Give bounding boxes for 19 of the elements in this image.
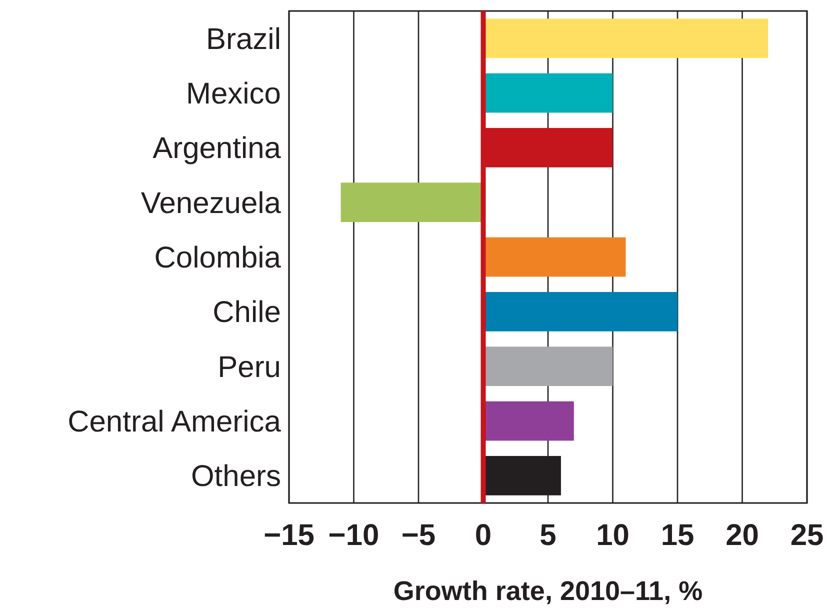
y-tick-label: Mexico — [186, 78, 281, 110]
x-tick-label: −5 — [401, 519, 436, 552]
y-tick-label: Chile — [212, 296, 281, 330]
x-tick-label: 20 — [726, 519, 759, 552]
y-tick-label: Colombia — [154, 242, 282, 274]
x-tick-label: −15 — [264, 519, 314, 552]
x-tick-label: 0 — [474, 519, 492, 552]
x-tick-label: 10 — [596, 519, 630, 552]
x-tick-label: −10 — [328, 519, 380, 552]
x-tick-label: 15 — [660, 519, 694, 552]
y-tick-label: Venezuela — [140, 186, 282, 220]
y-tick-label: Others — [190, 460, 281, 494]
x-tick-label: 5 — [540, 519, 556, 552]
y-tick-label: Peru — [218, 350, 281, 384]
x-tick-label: 25 — [790, 519, 824, 552]
y-tick-label: Argentina — [152, 132, 282, 166]
y-tick-label: Brazil — [206, 22, 281, 56]
x-axis-title: Growth rate, 2010–11, % — [393, 576, 703, 606]
y-tick-label: Central America — [68, 406, 282, 438]
